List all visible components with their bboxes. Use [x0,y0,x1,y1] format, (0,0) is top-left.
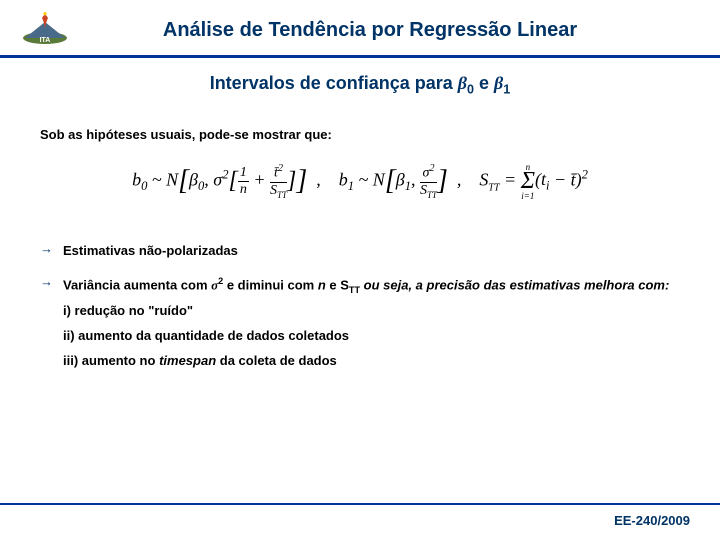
bullet-text-1: Estimativas não-polarizadas [63,241,238,262]
beta1-sub: 1 [503,83,510,97]
svg-text:ITA: ITA [40,37,51,44]
b2-sub1: i) redução no "ruído" [63,301,669,322]
b2-mid: e diminui com [223,277,318,292]
b2-sub3-em: timespan [159,353,216,368]
subtitle-mid: e [474,73,494,93]
header: ITA Análise de Tendência por Regressão L… [0,0,720,55]
b2-sub3-pre: iii) aumento no [63,353,159,368]
b2-n: n [318,277,326,292]
eq-sep1: , [312,169,335,189]
footer-divider [0,503,720,505]
eq-stt: STT = nΣi=1(ti − t̄)2 [479,162,588,201]
ita-logo: ITA [20,10,70,50]
b2-pre: Variância aumenta com [63,277,211,292]
eq-b1: b1 ~ N[β1, σ2STT] [339,163,448,199]
b2-sub2: ii) aumento da quantidade de dados colet… [63,326,669,347]
subtitle: Intervalos de confiança para β0 e β1 [0,73,720,97]
arrow-icon: → [40,241,53,262]
b2-tt: TT [349,285,360,295]
equations-block: b0 ~ N[β0, σ2[1n + t̄2STT]] , b1 ~ N[β1,… [40,162,680,201]
arrow-icon: → [40,274,53,372]
bullet-text-2: Variância aumenta com σ2 e diminui com n… [63,274,669,372]
eq-sep2: , [452,169,475,189]
b2-sub3: iii) aumento no timespan da coleta de da… [63,351,669,372]
b2-post: ou seja, a precisão das estimativas melh… [360,277,669,292]
beta1-symbol: β [494,73,503,93]
bullet-item-1: → Estimativas não-polarizadas [40,241,680,262]
header-divider [0,55,720,58]
page-title: Análise de Tendência por Regressão Linea… [90,19,700,42]
b2-sub3-post: da coleta de dados [216,353,337,368]
bullet-list: → Estimativas não-polarizadas → Variânci… [40,241,680,372]
intro-text: Sob as hipóteses usuais, pode-se mostrar… [40,127,680,142]
b2-mid2: e S [326,277,349,292]
subtitle-prefix: Intervalos de confiança para [210,73,458,93]
beta0-symbol: β [458,73,467,93]
bullet-item-2: → Variância aumenta com σ2 e diminui com… [40,274,680,372]
footer-text: EE-240/2009 [614,513,690,528]
beta0-sub: 0 [467,83,474,97]
eq-b0: b0 ~ N[β0, σ2[1n + t̄2STT]] [132,163,307,199]
